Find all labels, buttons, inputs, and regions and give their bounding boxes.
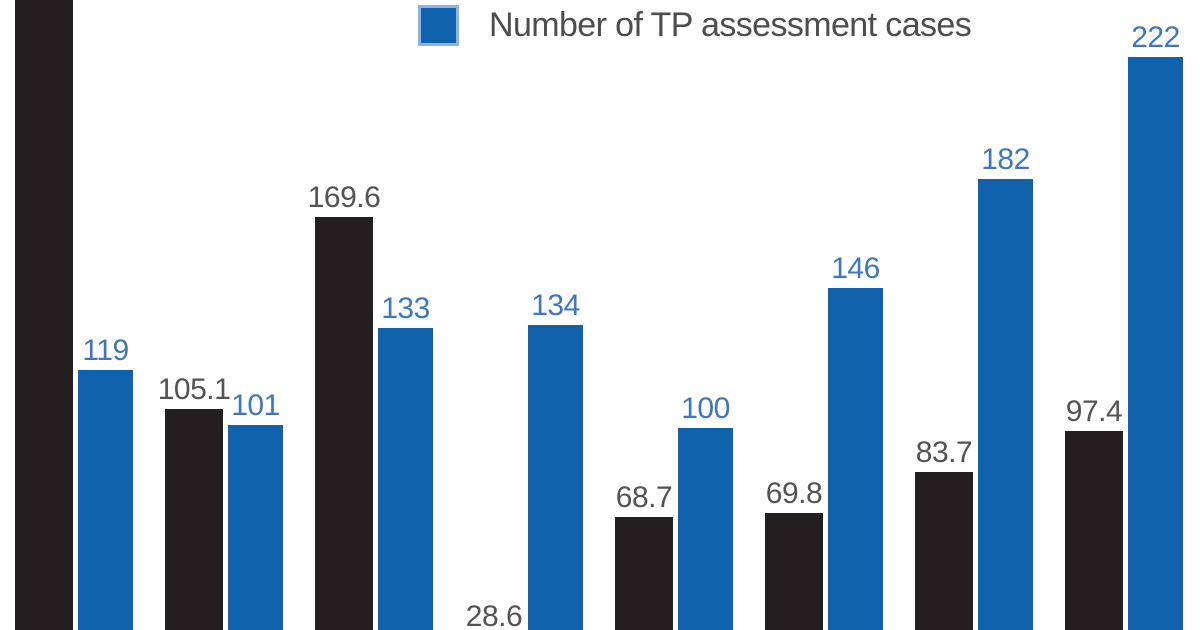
bar-value-label-black-2: 105.1 — [157, 372, 231, 406]
bar-value-label-blue-6: 146 — [831, 252, 880, 286]
bar-black-5 — [615, 516, 673, 630]
bar-value-label-black-4: 28.6 — [465, 599, 523, 630]
bar-value-label-blue-4: 134 — [531, 288, 580, 322]
legend-label-tp-assessment-cases: Number of TP assessment cases — [489, 6, 972, 44]
bar-value-label-black-6: 69.8 — [765, 477, 823, 511]
bar-value-label-blue-7: 182 — [981, 142, 1030, 176]
bar-blue-5 — [678, 428, 733, 630]
bar-black-3 — [315, 216, 373, 630]
bar-value-label-black-8: 97.4 — [1065, 395, 1123, 429]
bar-black-1 — [15, 0, 73, 630]
bar-blue-7 — [978, 178, 1033, 630]
bar-blue-2 — [228, 424, 283, 630]
bar-blue-6 — [828, 288, 883, 630]
bar-value-label-blue-1: 119 — [82, 334, 129, 368]
bar-value-label-blue-8: 222 — [1131, 21, 1180, 55]
bar-blue-4 — [528, 324, 583, 630]
bar-value-label-black-5: 68.7 — [615, 480, 673, 514]
bar-blue-8 — [1128, 57, 1183, 630]
legend-swatch-tp-assessment-cases — [418, 5, 459, 46]
bar-black-6 — [765, 513, 823, 630]
bar-black-7 — [915, 472, 973, 630]
bar-black-8 — [1065, 431, 1123, 630]
bar-black-2 — [165, 408, 223, 630]
bar-value-label-blue-3: 133 — [381, 291, 430, 325]
bar-value-label-blue-5: 100 — [681, 392, 730, 425]
bar-value-label-black-7: 83.7 — [915, 436, 973, 470]
legend: Number of TP assessment cases — [418, 5, 972, 46]
bar-value-label-blue-2: 101 — [231, 388, 280, 422]
bar-value-label-black-3: 169.6 — [307, 180, 381, 214]
bar-blue-1 — [78, 370, 133, 630]
bar-blue-3 — [378, 327, 433, 630]
